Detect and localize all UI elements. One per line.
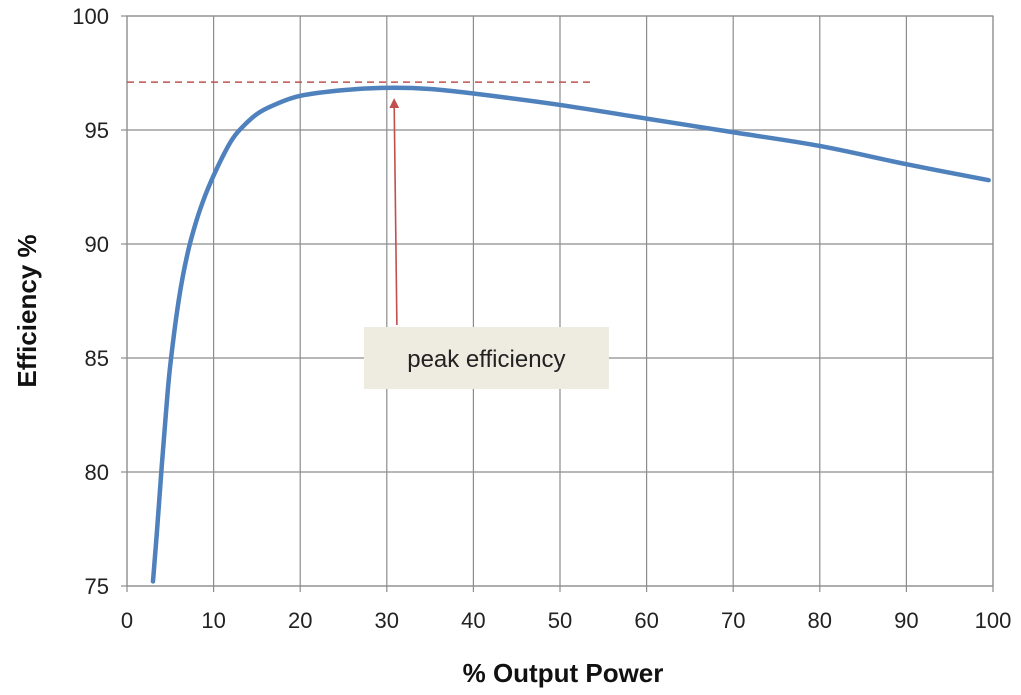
grid: [121, 15, 994, 592]
x-tick-label: 50: [548, 608, 572, 633]
x-tick-label: 0: [121, 608, 133, 633]
annotation-arrow: [389, 98, 400, 326]
efficiency-series-line: [150, 85, 991, 584]
x-tick-label: 70: [721, 608, 745, 633]
annotation-box: [363, 327, 609, 389]
y-tick-label: 80: [85, 460, 109, 485]
x-tick-label: 30: [375, 608, 399, 633]
annotation-layer: peak efficiency: [363, 98, 609, 389]
x-axis-title: % Output Power: [463, 658, 664, 688]
y-axis-title: Efficiency %: [12, 234, 42, 387]
x-tick-label: 40: [461, 608, 485, 633]
x-tick-label: 10: [201, 608, 225, 633]
y-tick-label: 95: [85, 118, 109, 143]
x-tick-label: 90: [894, 608, 918, 633]
x-tick-label: 100: [975, 608, 1012, 633]
x-tick-label: 80: [808, 608, 832, 633]
plot-area-border: [126, 15, 994, 587]
y-tick-label: 75: [85, 574, 109, 599]
x-tick-label: 20: [288, 608, 312, 633]
series-layer: [150, 85, 991, 584]
tick-labels: 0 10 20 30 40 50 60 70 80 90 100 75 80 85 90 95 100: [72, 4, 1011, 633]
x-tick-label: 60: [634, 608, 658, 633]
annotation-label: peak efficiency: [407, 346, 565, 373]
y-tick-label: 100: [72, 4, 109, 29]
y-tick-label: 85: [85, 346, 109, 371]
y-tick-label: 90: [85, 232, 109, 257]
